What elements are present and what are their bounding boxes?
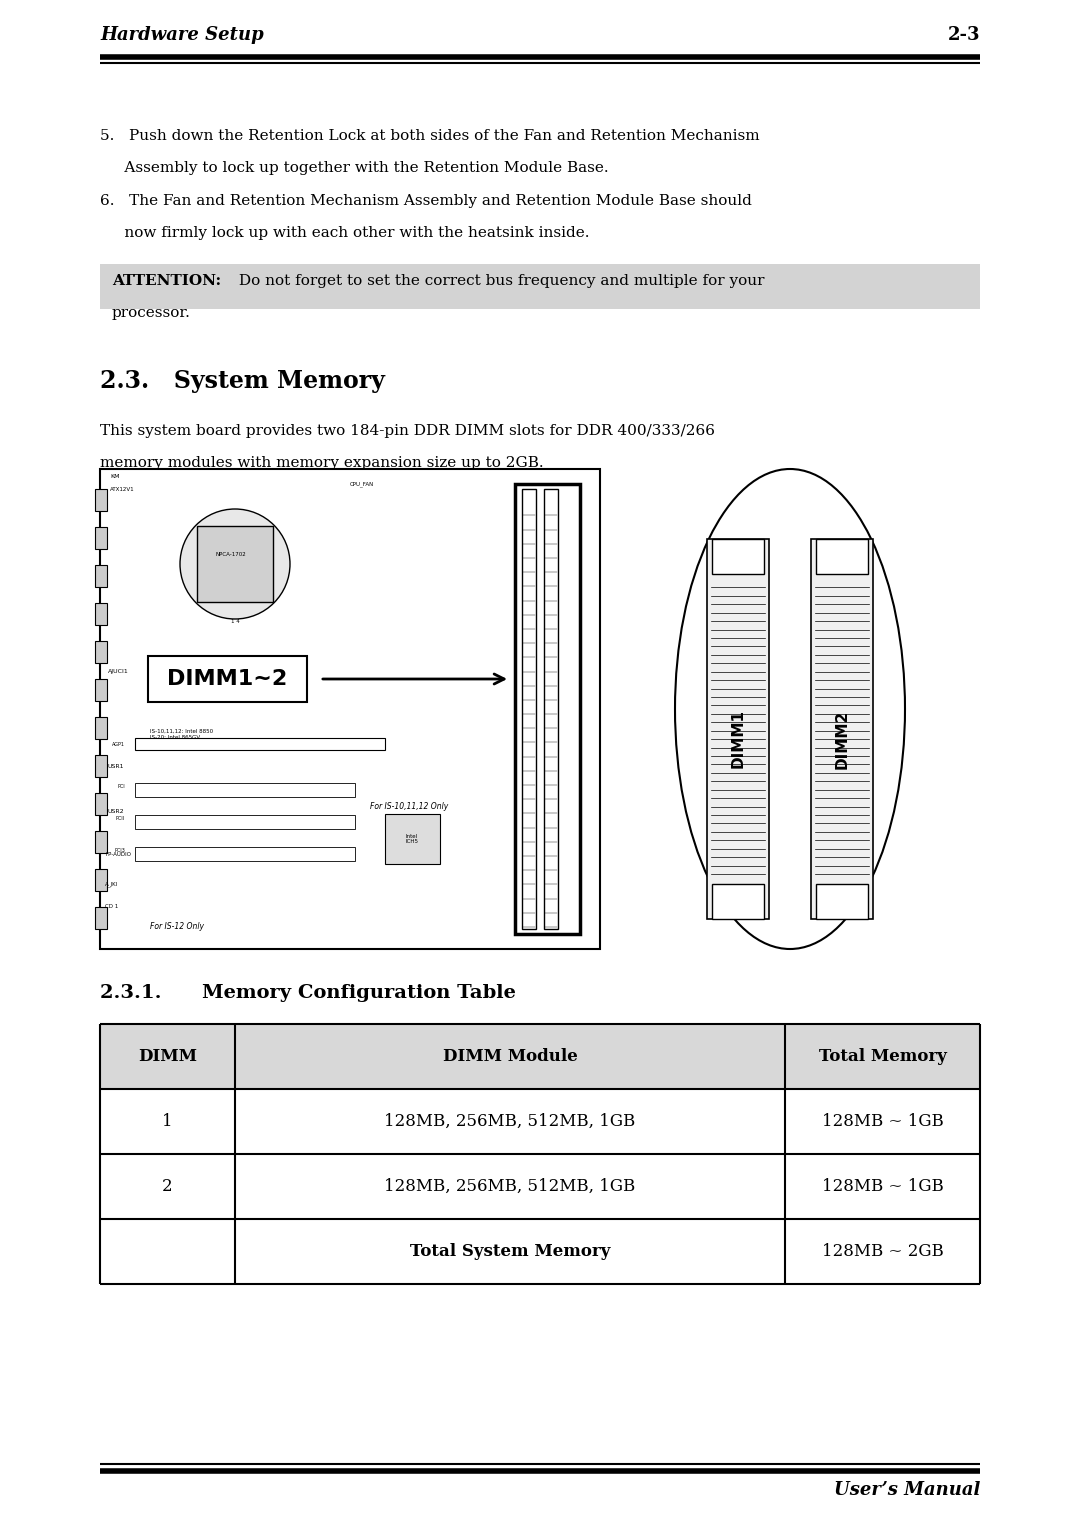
Bar	[135, 815, 355, 829]
Text: ATTENTION:: ATTENTION:	[112, 274, 221, 287]
Bar	[522, 489, 536, 930]
Bar	[95, 717, 107, 739]
Text: Intel
ICH5: Intel ICH5	[405, 833, 419, 844]
Bar	[816, 884, 868, 919]
Bar	[707, 540, 769, 919]
Bar	[135, 783, 355, 797]
Text: CD 1: CD 1	[105, 905, 118, 910]
Bar	[544, 489, 558, 930]
Text: DIMM1~2: DIMM1~2	[167, 670, 287, 690]
Bar	[712, 884, 764, 919]
Text: 2.3.1.      Memory Configuration Table: 2.3.1. Memory Configuration Table	[100, 985, 516, 1001]
Bar	[95, 528, 107, 549]
Bar	[100, 1024, 980, 1089]
Text: For IS-10,11,12 Only: For IS-10,11,12 Only	[370, 803, 448, 810]
Text: DIMM Module: DIMM Module	[443, 1047, 578, 1066]
Text: User’s Manual: User’s Manual	[834, 1482, 980, 1498]
Bar	[95, 641, 107, 664]
Bar	[100, 1089, 980, 1154]
Text: PCII: PCII	[116, 816, 125, 821]
Bar	[95, 489, 107, 511]
Text: For IS-12 Only: For IS-12 Only	[150, 922, 204, 931]
Text: CPU_FAN: CPU_FAN	[350, 482, 375, 486]
Text: now firmly lock up with each other with the heatsink inside.: now firmly lock up with each other with …	[100, 226, 590, 240]
Text: AUXFAN1: AUXFAN1	[165, 694, 190, 699]
Text: FP-AUDIO: FP-AUDIO	[105, 852, 131, 856]
Text: Total System Memory: Total System Memory	[409, 1243, 610, 1260]
Text: ATX12V1: ATX12V1	[110, 488, 135, 492]
Text: DIMM1: DIMM1	[730, 709, 745, 769]
FancyBboxPatch shape	[148, 656, 307, 702]
Text: PCI3: PCI3	[114, 849, 125, 853]
Text: NPCA-1702: NPCA-1702	[215, 552, 246, 557]
Bar	[384, 813, 440, 864]
Bar	[100, 265, 980, 309]
Text: AGP1: AGP1	[112, 742, 125, 746]
Bar	[100, 469, 600, 950]
Text: processor.: processor.	[112, 306, 191, 320]
Text: This system board provides two 184-pin DDR DIMM slots for DDR 400/333/266: This system board provides two 184-pin D…	[100, 424, 715, 437]
Text: 1: 1	[162, 1113, 173, 1130]
Bar	[515, 485, 580, 934]
Bar	[95, 907, 107, 930]
Ellipse shape	[675, 469, 905, 950]
Text: 128MB, 256MB, 512MB, 1GB: 128MB, 256MB, 512MB, 1GB	[384, 1113, 636, 1130]
Text: A_JKI: A_JKI	[105, 881, 118, 887]
Text: 128MB ~ 1GB: 128MB ~ 1GB	[822, 1177, 943, 1196]
Bar	[135, 739, 384, 751]
Bar	[95, 830, 107, 853]
Text: 128MB, 256MB, 512MB, 1GB: 128MB, 256MB, 512MB, 1GB	[384, 1177, 636, 1196]
Text: memory modules with memory expansion size up to 2GB.: memory modules with memory expansion siz…	[100, 456, 543, 469]
Text: 2: 2	[162, 1177, 173, 1196]
Text: 5.   Push down the Retention Lock at both sides of the Fan and Retention Mechani: 5. Push down the Retention Lock at both …	[100, 128, 759, 144]
Circle shape	[180, 509, 291, 619]
Text: 2.3.   System Memory: 2.3. System Memory	[100, 368, 384, 393]
Bar	[95, 794, 107, 815]
Text: Do not forget to set the correct bus frequency and multiple for your: Do not forget to set the correct bus fre…	[234, 274, 765, 287]
Bar	[95, 755, 107, 777]
Text: DIMM2: DIMM2	[835, 709, 850, 769]
Text: IS-10,11,12: Intel 8850
IS-20: Intel 865GV: IS-10,11,12: Intel 8850 IS-20: Intel 865…	[150, 729, 213, 740]
Text: 128MB ~ 2GB: 128MB ~ 2GB	[822, 1243, 943, 1260]
Bar	[95, 868, 107, 891]
Bar	[197, 526, 273, 602]
Bar	[100, 1154, 980, 1219]
Text: Total Memory: Total Memory	[819, 1047, 946, 1066]
Text: 128MB ~ 1GB: 128MB ~ 1GB	[822, 1113, 943, 1130]
Bar	[95, 679, 107, 700]
Text: 2-3: 2-3	[947, 26, 980, 44]
Text: KM: KM	[110, 474, 120, 479]
FancyArrowPatch shape	[323, 674, 504, 683]
Bar	[135, 847, 355, 861]
Text: 6.   The Fan and Retention Mechanism Assembly and Retention Module Base should: 6. The Fan and Retention Mechanism Assem…	[100, 194, 752, 208]
Bar	[95, 602, 107, 625]
Bar	[816, 540, 868, 573]
Text: USR1: USR1	[108, 764, 124, 769]
Text: DIMM: DIMM	[138, 1047, 197, 1066]
Bar	[811, 540, 873, 919]
Text: Hardware Setup: Hardware Setup	[100, 26, 264, 44]
Text: PCI: PCI	[118, 784, 125, 789]
Bar	[95, 566, 107, 587]
Text: Assembly to lock up together with the Retention Module Base.: Assembly to lock up together with the Re…	[100, 161, 609, 174]
Text: USR2: USR2	[108, 809, 124, 813]
Text: AJUCI1: AJUCI1	[108, 670, 129, 674]
Text: 1 4: 1 4	[231, 619, 240, 624]
Bar	[100, 1219, 980, 1284]
Bar	[712, 540, 764, 573]
